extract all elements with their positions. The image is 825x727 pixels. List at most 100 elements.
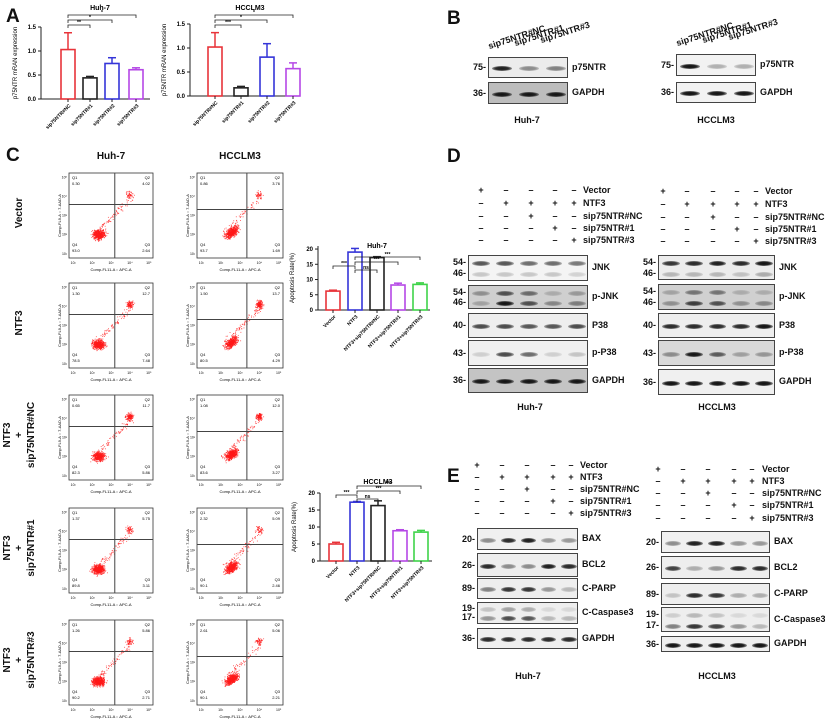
blot-p-p38 [468,340,588,366]
y-tick-label: 10³ [62,436,68,440]
y-tick-label: 10³ [190,661,196,665]
y-tick-label: 10⁴ [190,194,196,198]
condition-label: sip75NTR#3 [580,508,632,518]
significance-label: *** [225,20,231,26]
band [492,92,512,97]
quadrant-value-q2: 12.0 [272,403,281,408]
treatment-sign: – [734,212,739,222]
quadrant-value-q3: 2.21 [272,695,281,700]
band [709,261,727,266]
x-tick-label: 10⁴ [127,596,133,600]
blot-c-parp [661,583,770,605]
x-tick-label: 10³ [237,708,243,712]
treatment-sign: – [499,484,504,494]
y-tick-label: 0.0 [28,97,37,103]
bar-1 [83,78,97,99]
treatment-sign: – [680,500,685,510]
band [685,381,703,386]
band [568,379,586,384]
treatment-sign: – [474,496,479,506]
quadrant-name: Q3 [275,242,281,247]
row-label: NTF3 + sip75NTR#3 [2,631,38,688]
band [568,324,586,329]
treatment-sign: + [684,199,689,209]
band [708,541,725,546]
blot-label: P38 [592,320,608,330]
quadrant-value-q2: 5.86 [142,628,151,633]
x-tick-label: 10² [218,483,224,487]
blot-p-jnk [658,284,775,310]
significance-label: ** [77,20,81,26]
treatment-sign: + [524,472,529,482]
treatment-sign: + [749,476,754,486]
treatment-sign: – [731,488,736,498]
band [734,64,754,69]
treatment-sign: – [478,223,483,233]
x-tick-label: 10² [218,708,224,712]
blot-label: GAPDH [582,633,615,643]
y-tick-label: 10⁵ [62,622,68,626]
condition-label: sip75NTR#NC [762,488,822,498]
category-label: sip75NTR#2 [92,103,117,128]
band [501,616,516,621]
band [541,564,556,569]
band [472,272,490,277]
condition-label: sip75NTR#NC [580,484,640,494]
y-tick-label: 10⁴ [62,641,68,645]
plot-frame [69,395,153,480]
quadrant-value-q3: 2.64 [142,248,151,253]
band [561,538,576,543]
treatment-sign: + [550,472,555,482]
y-tick-label: 1.5 [177,22,186,28]
y-tick-label: 10⁴ [190,304,196,308]
blot-label: BAX [582,533,601,543]
band [519,66,539,71]
marker-20: 20- [643,538,659,547]
treatment-sign: – [474,472,479,482]
treatment-sign: – [655,488,660,498]
cell-line-label: HCCLM3 [698,671,736,681]
quadrant-value-q4: 90.1 [200,695,209,700]
treatment-sign: – [731,464,736,474]
quadrant-name: Q1 [72,397,78,402]
significance-label: ns [365,494,371,500]
quadrant-name: Q4 [72,689,78,694]
quadrant-name: Q2 [145,285,151,290]
band [546,66,566,71]
y-tick-label: 10⁵ [62,397,68,401]
marker-54: 54- [640,287,656,296]
band [544,379,562,384]
x-tick-label: 10¹ [71,371,77,375]
condition-label: NTF3 [765,199,788,209]
x-tick-label: 10⁵ [276,483,282,487]
treatment-sign: – [734,186,739,196]
band [708,593,725,598]
treatment-sign: – [734,236,739,246]
x-tick-label: 10³ [237,483,243,487]
quadrant-name: Q1 [200,285,206,290]
x-tick-label: 10² [218,261,224,265]
blot-c-parp [477,578,578,599]
x-axis-label: Comp-FL11-A :: APC-A [219,267,260,272]
band [472,291,490,296]
x-tick-label: 10² [90,371,96,375]
quadrant-name: Q1 [200,510,206,515]
category-label: sip75NTR#3 [116,103,141,128]
band [496,301,514,306]
quadrant-name: Q4 [200,464,206,469]
bar-2 [371,506,385,561]
band [685,352,703,357]
blot-p38 [468,313,588,338]
flow-plot: Q11.30Q212.7Q37.48Q478.510¹10¹10²10²10³1… [57,283,153,382]
treatment-sign: – [528,223,533,233]
treatment-sign: – [528,185,533,195]
treatment-sign: – [680,488,685,498]
x-axis-label: Comp-FL11-A :: APC-A [90,714,131,719]
flow-plot: Q11.50Q213.7Q34.29Q480.510¹10¹10²10²10³1… [185,283,283,382]
treatment-sign: + [705,488,710,498]
band [755,352,773,357]
x-tick-label: 10⁵ [146,371,152,375]
treatment-sign: – [655,500,660,510]
